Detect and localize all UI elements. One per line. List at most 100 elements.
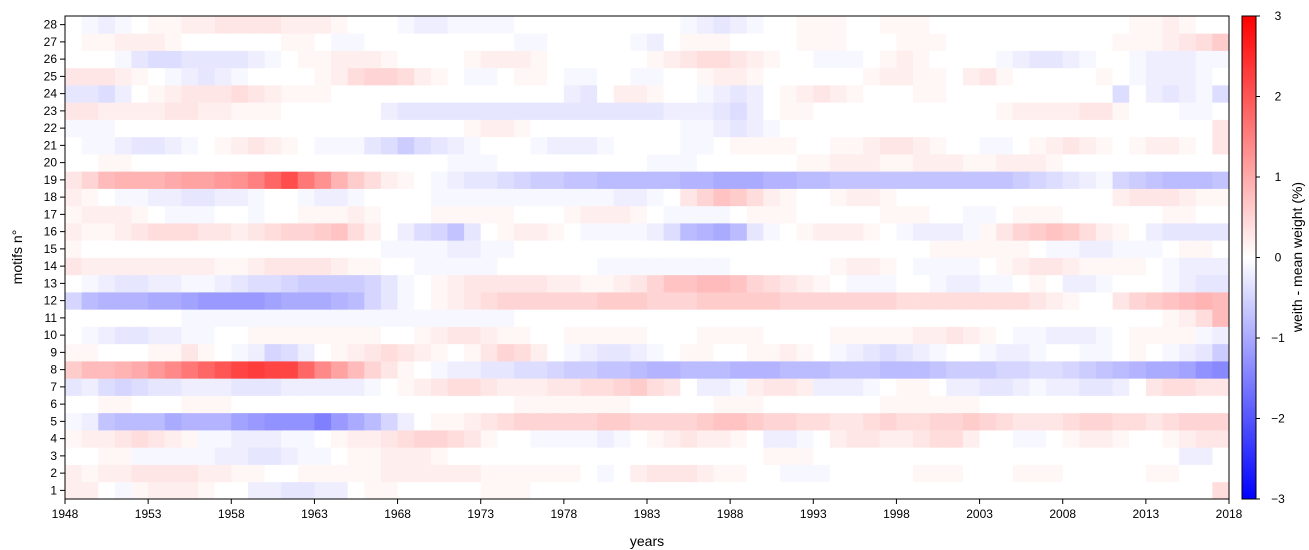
heatmap-cell <box>297 188 315 207</box>
y-tick-label: 21 <box>44 138 58 152</box>
heatmap-cell <box>281 136 299 155</box>
heatmap-cell <box>397 50 415 69</box>
heatmap-cell <box>530 85 548 103</box>
heatmap-cell <box>713 326 731 345</box>
heatmap-cell <box>1195 274 1213 293</box>
heatmap-cell <box>713 171 731 189</box>
heatmap-cell <box>863 188 881 207</box>
heatmap-cell <box>331 464 349 483</box>
heatmap-cell <box>148 257 166 276</box>
heatmap-cell <box>380 240 398 258</box>
heatmap-cell <box>647 119 665 138</box>
heatmap-cell <box>846 50 864 69</box>
heatmap-cell <box>497 274 515 293</box>
heatmap-cell <box>347 309 365 327</box>
heatmap-cell <box>131 464 149 483</box>
heatmap-cell <box>264 50 282 69</box>
heatmap-cell <box>397 67 415 86</box>
heatmap-cell <box>1046 171 1064 189</box>
heatmap-cell <box>281 188 299 207</box>
heatmap-cell <box>181 188 199 207</box>
heatmap-cell <box>380 447 398 465</box>
heatmap-cell <box>1195 361 1213 379</box>
heatmap-cell <box>813 205 831 224</box>
heatmap-cell <box>1145 85 1163 103</box>
heatmap-cell <box>181 257 199 276</box>
heatmap-cell <box>946 378 964 396</box>
heatmap-cell <box>164 326 182 345</box>
heatmap-cell <box>513 257 531 276</box>
heatmap-cell <box>98 154 116 172</box>
heatmap-cell <box>863 205 881 224</box>
heatmap-cell <box>813 85 831 103</box>
y-tick-label: 13 <box>44 276 58 290</box>
heatmap-cell <box>1129 136 1147 155</box>
heatmap-cell <box>65 481 83 500</box>
heatmap-cell <box>829 240 847 258</box>
heatmap-cell <box>347 171 365 189</box>
heatmap-cell <box>1179 16 1197 34</box>
heatmap-cell <box>929 67 947 86</box>
heatmap-cell <box>148 205 166 224</box>
heatmap-cell <box>946 154 964 172</box>
heatmap-cell <box>380 85 398 103</box>
heatmap-cell <box>1112 395 1130 414</box>
heatmap-cell <box>214 205 232 224</box>
heatmap-cell <box>713 154 731 172</box>
heatmap-cell <box>447 464 465 483</box>
heatmap-cell <box>1212 274 1230 293</box>
heatmap-cell <box>647 412 665 431</box>
heatmap-cell <box>331 395 349 414</box>
heatmap-cell <box>663 274 681 293</box>
heatmap-cell <box>231 240 249 258</box>
heatmap-cell <box>314 16 332 34</box>
heatmap-cell <box>597 274 615 293</box>
heatmap-cell <box>281 85 299 103</box>
heatmap-cell <box>1046 33 1064 51</box>
heatmap-cell <box>164 16 182 34</box>
heatmap-cell <box>297 464 315 483</box>
heatmap-cell <box>497 33 515 51</box>
heatmap-cell <box>513 378 531 396</box>
heatmap-cell <box>563 171 581 189</box>
heatmap-cell <box>896 171 914 189</box>
heatmap-cell <box>547 33 565 51</box>
heatmap-cell <box>314 395 332 414</box>
heatmap-cell <box>663 343 681 362</box>
heatmap-cell <box>380 343 398 362</box>
heatmap-cell <box>1112 223 1130 241</box>
heatmap-cell <box>1212 85 1230 103</box>
heatmap-cell <box>364 257 382 276</box>
heatmap-cell <box>929 257 947 276</box>
heatmap-cell <box>680 343 698 362</box>
heatmap-cell <box>397 16 415 34</box>
heatmap-cell <box>696 481 714 500</box>
heatmap-cell <box>1179 205 1197 224</box>
heatmap-cell <box>979 102 997 120</box>
heatmap-cell <box>513 240 531 258</box>
heatmap-cell <box>996 292 1014 310</box>
heatmap-cell <box>946 430 964 448</box>
heatmap-cell <box>281 412 299 431</box>
heatmap-cell <box>730 378 748 396</box>
heatmap-cell <box>331 430 349 448</box>
heatmap-cell <box>962 274 980 293</box>
heatmap-cell <box>929 361 947 379</box>
heatmap-cell <box>98 16 116 34</box>
heatmap-cell <box>1112 119 1130 138</box>
heatmap-cell <box>198 481 216 500</box>
heatmap-cell <box>763 102 781 120</box>
heatmap-cell <box>148 240 166 258</box>
heatmap-cell <box>680 205 698 224</box>
heatmap-cell <box>829 16 847 34</box>
heatmap-cell <box>713 430 731 448</box>
heatmap-cell <box>829 292 847 310</box>
heatmap-cell <box>364 188 382 207</box>
heatmap-cell <box>1179 257 1197 276</box>
heatmap-cell <box>264 412 282 431</box>
heatmap-cell <box>530 343 548 362</box>
heatmap-cell <box>447 102 465 120</box>
heatmap-cell <box>164 309 182 327</box>
heatmap-cell <box>1162 395 1180 414</box>
heatmap-cell <box>447 378 465 396</box>
